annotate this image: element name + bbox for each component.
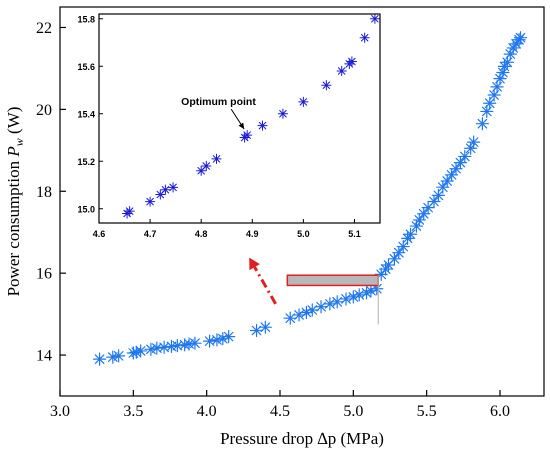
main-decorations [249, 257, 380, 325]
main-data-point [475, 117, 489, 131]
main-data-point [480, 104, 494, 119]
main-data-point [458, 149, 472, 164]
inset-y-tick-label: 15.0 [77, 204, 95, 214]
main-data-point [92, 352, 107, 366]
inset-y-tick-label: 15.6 [77, 62, 95, 72]
y-tick-label: 18 [36, 184, 52, 201]
inset-data-point [298, 96, 309, 107]
zoom-arrow-line [253, 266, 277, 305]
main-scatter-series [92, 31, 528, 366]
x-tick-label: 4.5 [270, 403, 290, 420]
inset-plot-frame [98, 13, 381, 224]
main-data-point [188, 336, 202, 350]
inset-data-point [201, 160, 212, 172]
optimum-point-arrow-head [238, 122, 245, 130]
inset-data-point [160, 184, 171, 195]
inset-data-point [167, 182, 179, 193]
inset-data-point [155, 189, 166, 200]
main-x-axis-title: Pressure drop ∆p (MPa) [220, 429, 384, 448]
main-data-point [500, 55, 514, 69]
inset-data-point [336, 65, 347, 77]
main-data-point [222, 330, 236, 344]
inset-x-tick-label: 5.0 [297, 229, 310, 239]
y-tick-label: 22 [36, 20, 52, 37]
main-data-point [436, 180, 450, 194]
main-chart: 3.0 3.5 4.0 4.5 5.0 5.5 6.0 14 16 18 20 22 Pressure… [4, 6, 545, 448]
main-data-point [487, 88, 501, 102]
inset-y-tick-label: 15.2 [77, 157, 95, 167]
inset-chart: 4.6 4.7 4.8 4.9 5.0 5.1 15.0 15.2 15.4 15.6 15.8 O… [77, 13, 381, 239]
main-data-point [134, 344, 148, 358]
y-axis-title-prefix: Power consumption [4, 157, 23, 297]
optimum-point-label: Optimum point [181, 96, 256, 108]
y-axis-title-symbol: P [4, 146, 23, 157]
main-data-point [305, 303, 319, 317]
main-data-point [249, 323, 264, 338]
inset-axis-ticks: 4.6 4.7 4.8 4.9 5.0 5.1 15.0 15.2 15.4 15.6 15.8 [77, 14, 360, 239]
inset-data-point [359, 32, 370, 43]
inset-y-tick-label: 15.8 [77, 14, 95, 24]
inset-data-point [124, 206, 135, 217]
main-data-point [112, 349, 126, 363]
inset-scatter-series [122, 13, 380, 219]
main-y-axis-title: Power consumption Pw (W) [4, 107, 26, 297]
inset-data-point [321, 80, 332, 91]
main-data-point [467, 135, 481, 149]
main-data-point [170, 339, 184, 353]
main-data-point [440, 174, 454, 188]
x-tick-label: 6.0 [490, 403, 510, 420]
y-tick-label: 16 [36, 266, 52, 283]
main-data-point [314, 300, 328, 314]
y-axis-title-subscript: w [12, 138, 26, 146]
inset-x-tick-label: 4.9 [246, 229, 259, 239]
x-tick-label: 4.0 [197, 403, 217, 420]
x-tick-label: 3.5 [123, 403, 143, 420]
y-tick-label: 20 [36, 102, 52, 119]
main-data-point [157, 340, 171, 354]
inset-data-point [211, 153, 222, 164]
inset-x-tick-label: 5.1 [348, 229, 361, 239]
main-data-point [330, 295, 344, 309]
optimum-point-annotation: Optimum point [181, 96, 256, 130]
main-data-point [352, 288, 366, 302]
main-data-point [403, 227, 418, 241]
x-tick-label: 5.5 [417, 403, 437, 420]
main-data-point [283, 311, 297, 325]
main-data-point [513, 31, 528, 45]
main-data-point [323, 297, 337, 311]
x-tick-label: 5.0 [343, 403, 363, 420]
inset-data-point [277, 108, 289, 119]
main-data-point [490, 80, 504, 94]
x-tick-label: 3.0 [50, 403, 70, 420]
main-data-point [150, 341, 164, 355]
main-data-point [483, 96, 497, 110]
main-data-point [339, 292, 353, 306]
y-tick-label: 14 [36, 348, 52, 365]
main-data-point [258, 320, 272, 334]
inset-y-tick-label: 15.4 [77, 109, 95, 119]
inset-x-tick-label: 4.7 [144, 229, 157, 239]
main-plot-frame [59, 6, 545, 397]
main-data-point [421, 201, 435, 215]
inset-x-tick-label: 4.6 [93, 229, 106, 239]
main-data-point [203, 334, 217, 348]
inset-data-point [346, 56, 357, 67]
inset-data-point [242, 130, 253, 141]
y-axis-title-unit: (W) [4, 107, 23, 139]
inset-background [99, 14, 380, 223]
inset-x-tick-label: 4.8 [195, 229, 208, 239]
inset-data-point [144, 196, 156, 207]
main-axis-ticks: 3.0 3.5 4.0 4.5 5.0 5.5 6.0 14 16 18 20 22 [36, 20, 510, 420]
zoom-arrow-head [249, 257, 260, 271]
inset-data-point [257, 120, 268, 131]
inset-data-point [369, 13, 380, 24]
highlight-region-box [286, 274, 380, 287]
